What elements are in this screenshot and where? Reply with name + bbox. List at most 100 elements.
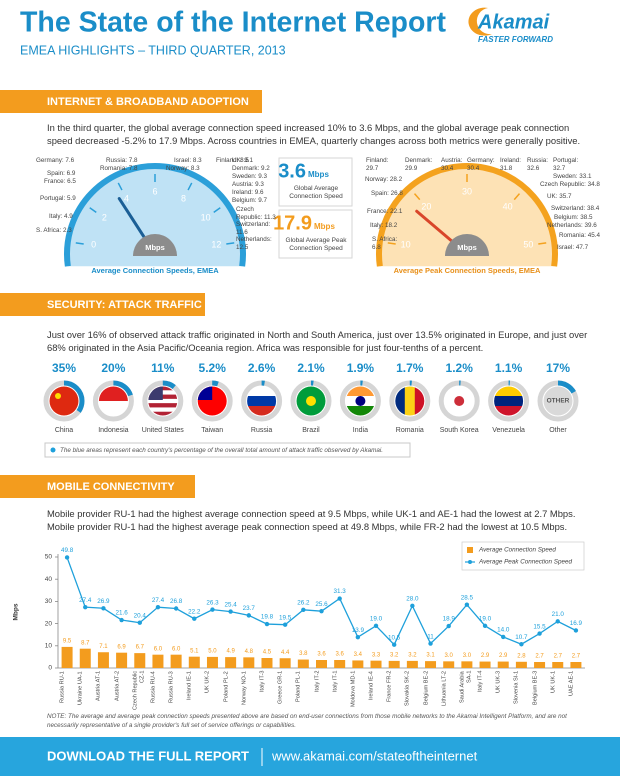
point-value-label: 26.9 bbox=[97, 598, 110, 605]
gauge-country-label: Romania: 45.4 bbox=[559, 232, 600, 239]
bar-value-label: 3.1 bbox=[426, 653, 435, 659]
footnote: NOTE: The average and average peak conne… bbox=[47, 713, 567, 729]
donut-share bbox=[438, 380, 480, 422]
point bbox=[301, 607, 306, 613]
footer-cta[interactable]: DOWNLOAD THE FULL REPORT bbox=[47, 748, 249, 763]
gauge-country-label: Portugal: 5.9 bbox=[40, 195, 76, 202]
point bbox=[228, 609, 233, 614]
point bbox=[101, 606, 106, 611]
tagline: FASTER FORWARD bbox=[478, 35, 553, 44]
footer-url[interactable]: www.akamai.com/stateoftheinternet bbox=[271, 748, 478, 763]
attack-share: 1.2% bbox=[446, 361, 474, 375]
donut-share bbox=[488, 380, 530, 422]
x-tick-label: Ireland IE-4 bbox=[368, 671, 375, 700]
bar-value-label: 6.0 bbox=[154, 646, 163, 652]
bar bbox=[479, 661, 491, 668]
gauge-tick bbox=[413, 193, 421, 201]
point-value-label: 10.5 bbox=[388, 634, 401, 641]
note-bullet bbox=[50, 447, 56, 453]
gauge-country-label: Germany: 30.4 bbox=[467, 157, 495, 172]
point bbox=[83, 604, 88, 610]
gauge-face bbox=[67, 166, 243, 267]
legend-box bbox=[461, 541, 585, 571]
x-tick-label: Italy IT-4 bbox=[477, 671, 484, 693]
flag-stripe bbox=[494, 396, 524, 407]
point-value-label: 25.4 bbox=[225, 601, 238, 608]
flag-stripe bbox=[98, 401, 128, 416]
y-tick-label: 10 bbox=[45, 643, 53, 650]
point bbox=[282, 622, 288, 627]
country-name: Russia bbox=[251, 427, 273, 434]
other-label: OTHER bbox=[547, 398, 570, 405]
bar bbox=[225, 657, 237, 668]
gauge-country-label: Czech Republic: 11.3 bbox=[236, 206, 276, 221]
donut-share bbox=[389, 380, 431, 422]
bar bbox=[406, 660, 418, 668]
gauge-tick-label: 50 bbox=[523, 240, 533, 250]
point bbox=[210, 607, 215, 612]
point-value-label: 27.4 bbox=[79, 597, 92, 604]
gauge-rim bbox=[64, 163, 246, 267]
bar-value-label: 4.9 bbox=[226, 649, 235, 655]
x-tick-label: UK UK-2 bbox=[204, 671, 211, 694]
flag-stripe bbox=[414, 386, 425, 416]
bar bbox=[188, 656, 200, 668]
y-tick-label: 0 bbox=[48, 665, 52, 672]
attack-share: 2.6% bbox=[248, 361, 276, 375]
flag bbox=[395, 386, 425, 416]
flag-stripe bbox=[494, 406, 524, 416]
bar bbox=[534, 662, 546, 668]
x-tick-label: Austria AT-1 bbox=[95, 671, 102, 702]
bar bbox=[388, 660, 400, 668]
point bbox=[555, 619, 560, 624]
flag-emblem bbox=[454, 396, 465, 406]
stat-box bbox=[278, 157, 353, 207]
point bbox=[573, 628, 579, 633]
paragraph: Mobile provider RU-1 had the highest ave… bbox=[47, 508, 576, 532]
note-box bbox=[44, 442, 411, 458]
bar-value-label: 5.1 bbox=[190, 648, 199, 654]
gauge-country-label: Russia: 32.6 bbox=[527, 157, 548, 172]
gauge-tick-label: 6 bbox=[152, 186, 157, 196]
point-value-label: 19.0 bbox=[370, 615, 383, 622]
gauge-face bbox=[379, 166, 556, 267]
point bbox=[446, 623, 451, 629]
section-banner bbox=[0, 475, 195, 498]
donut-share bbox=[537, 380, 579, 422]
point-value-label: 21.6 bbox=[115, 610, 128, 617]
bar bbox=[61, 646, 73, 668]
stat-value: 17.9 bbox=[273, 212, 312, 234]
country-name: Venezuela bbox=[492, 427, 525, 434]
point-value-label: 15.5 bbox=[533, 623, 546, 630]
paragraph: In the third quarter, the global average… bbox=[47, 122, 581, 146]
legend-swatch bbox=[467, 547, 473, 553]
point-value-label: 18.9 bbox=[443, 616, 456, 623]
bar-value-label: 3.4 bbox=[354, 652, 363, 658]
point-value-label: 28.0 bbox=[406, 596, 419, 603]
flag bbox=[296, 386, 326, 416]
x-tick-label: Austria AT-2 bbox=[114, 671, 121, 702]
gauge-tick-label: 30 bbox=[462, 186, 472, 196]
gauge-country-label: Israel: 8.3 bbox=[174, 157, 202, 164]
gauge-tick bbox=[226, 242, 235, 245]
bar-value-label: 7.1 bbox=[99, 644, 108, 650]
point bbox=[519, 642, 524, 647]
gauge-tick bbox=[538, 242, 547, 245]
x-tick-label: Italy IT-2 bbox=[314, 671, 320, 693]
point bbox=[173, 606, 179, 611]
point-value-label: 26.2 bbox=[297, 600, 310, 607]
point bbox=[319, 608, 324, 614]
flag-stripe bbox=[148, 411, 178, 416]
stat-unit: Mbps bbox=[308, 170, 329, 179]
legend-swatch bbox=[468, 560, 472, 564]
flag-emblem bbox=[355, 396, 366, 406]
flag-stripe bbox=[148, 403, 178, 408]
country-name: Romania bbox=[396, 427, 424, 434]
gauge-country-label: Czech Republic: 34.8 bbox=[540, 181, 600, 188]
gauge-country-label: Spain: 6.9 bbox=[47, 170, 76, 177]
gauge-country-label: Romania: 7.8 bbox=[100, 165, 138, 172]
flag bbox=[543, 386, 573, 416]
donut-share bbox=[191, 380, 233, 422]
gauge-country-label: France: 22.1 bbox=[367, 208, 403, 215]
point-value-label: 31.3 bbox=[334, 588, 347, 595]
